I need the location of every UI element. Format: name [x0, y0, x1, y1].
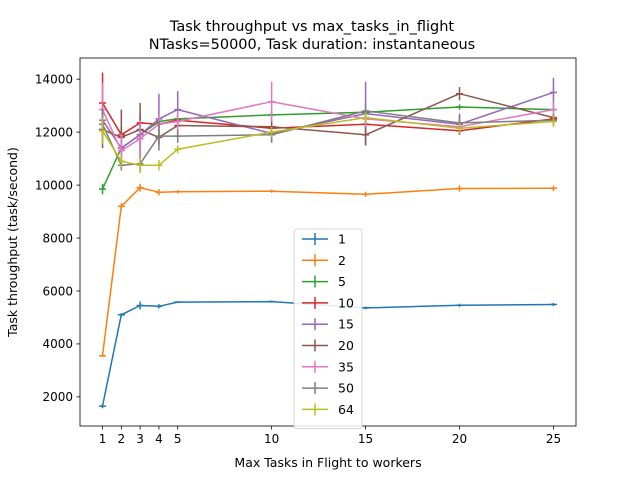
x-tick-label: 4	[155, 432, 163, 446]
legend-item-10: 10	[302, 295, 354, 310]
y-tick-label: 14000	[35, 72, 73, 86]
axes: 1 2 3 4 5 10 15 20 25200040006000800010000120001…	[35, 57, 577, 446]
legend-item-50: 50	[302, 381, 354, 396]
y-axis-label: Task throughput (task/second)	[5, 147, 20, 338]
chart-title: Task throughput vs max_tasks_in_flight	[169, 19, 455, 35]
legend-label: 1	[338, 232, 346, 247]
x-tick-label: 5	[174, 432, 182, 446]
legend-item-2: 2	[302, 253, 346, 268]
y-tick-label: 6000	[42, 284, 73, 298]
y-tick-label: 2000	[42, 390, 73, 404]
legend-label: 10	[338, 295, 354, 310]
legend: 1 2 5 10 15 20 35 50 64	[293, 228, 363, 430]
legend-item-35: 35	[302, 359, 354, 374]
series-64	[99, 112, 557, 174]
series-2	[99, 183, 557, 357]
y-tick-label: 12000	[35, 125, 73, 139]
legend-label: 2	[338, 253, 346, 268]
x-tick-label: 2	[118, 432, 126, 446]
x-tick-label: 10	[264, 432, 279, 446]
x-tick-label: 20	[452, 432, 467, 446]
y-tick-label: 8000	[42, 231, 73, 245]
legend-item-20: 20	[302, 338, 354, 353]
chart-subtitle: NTasks=50000, Task duration: instantaneo…	[149, 37, 475, 53]
series-1	[99, 300, 557, 409]
legend-label: 20	[338, 338, 354, 353]
plot-area	[99, 72, 557, 409]
legend-label: 64	[338, 402, 354, 417]
legend-item-15: 15	[302, 317, 354, 332]
y-tick-label: 10000	[35, 178, 73, 192]
legend-label: 35	[338, 359, 354, 374]
y-tick-label: 4000	[42, 337, 73, 351]
legend-item-64: 64	[302, 402, 354, 417]
legend-item-5: 5	[302, 274, 346, 289]
x-tick-label: 15	[358, 432, 373, 446]
x-tick-label: 3	[136, 432, 144, 446]
legend-box	[293, 228, 363, 430]
x-tick-label: 1	[99, 432, 107, 446]
legend-label: 15	[338, 317, 354, 332]
legend-item-1: 1	[302, 232, 346, 247]
legend-label: 50	[338, 381, 354, 396]
x-axis-label: Max Tasks in Flight to workers	[234, 455, 421, 470]
x-tick-label: 25	[546, 432, 561, 446]
legend-label: 5	[338, 274, 346, 289]
